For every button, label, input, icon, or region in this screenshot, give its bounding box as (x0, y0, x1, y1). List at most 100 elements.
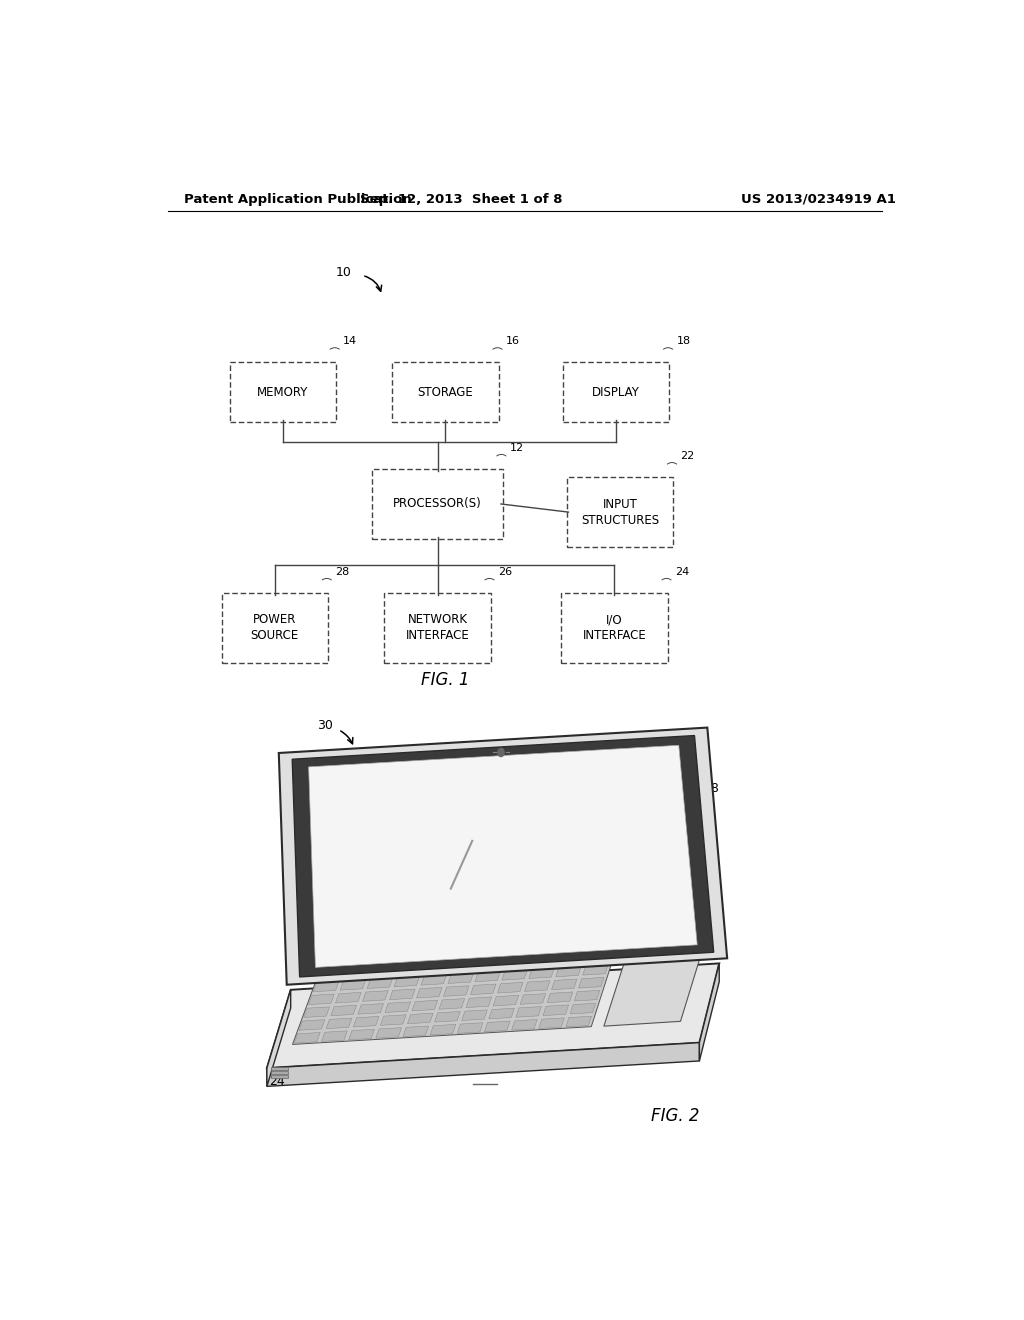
Text: US 2013/0234919 A1: US 2013/0234919 A1 (741, 193, 896, 206)
Polygon shape (417, 987, 442, 998)
Text: Patent Application Publication: Patent Application Publication (183, 193, 412, 206)
Polygon shape (385, 1002, 411, 1012)
Polygon shape (270, 1071, 289, 1074)
Polygon shape (340, 979, 366, 990)
Polygon shape (292, 735, 714, 977)
Polygon shape (353, 1016, 379, 1027)
Polygon shape (348, 1030, 375, 1040)
Polygon shape (389, 989, 415, 999)
Polygon shape (304, 1007, 330, 1018)
Text: 22: 22 (655, 981, 672, 993)
Text: 16: 16 (506, 335, 520, 346)
Polygon shape (494, 995, 519, 1006)
Polygon shape (516, 1007, 542, 1018)
Text: 32: 32 (668, 954, 683, 968)
Polygon shape (488, 1008, 514, 1019)
Circle shape (498, 748, 504, 756)
Text: 10: 10 (336, 265, 352, 279)
Polygon shape (408, 1014, 433, 1024)
Text: 24: 24 (675, 566, 689, 577)
Polygon shape (313, 981, 339, 991)
Polygon shape (380, 1015, 407, 1026)
Text: 18: 18 (703, 781, 719, 795)
Polygon shape (267, 964, 719, 1068)
Text: Sep. 12, 2013  Sheet 1 of 8: Sep. 12, 2013 Sheet 1 of 8 (360, 193, 562, 206)
Polygon shape (458, 1023, 483, 1034)
Polygon shape (322, 1031, 347, 1041)
Polygon shape (394, 977, 420, 987)
Polygon shape (502, 969, 527, 981)
Text: POWER
SOURCE: POWER SOURCE (251, 614, 299, 643)
Text: 14: 14 (343, 335, 357, 346)
Polygon shape (362, 991, 388, 1002)
Polygon shape (308, 746, 697, 968)
Polygon shape (604, 956, 700, 1026)
FancyBboxPatch shape (563, 362, 670, 422)
Polygon shape (376, 1028, 401, 1039)
Polygon shape (528, 968, 554, 978)
Polygon shape (579, 977, 604, 989)
FancyBboxPatch shape (229, 362, 336, 422)
Polygon shape (434, 1011, 460, 1022)
Polygon shape (299, 1019, 325, 1031)
FancyBboxPatch shape (373, 469, 503, 539)
Polygon shape (293, 962, 612, 1044)
FancyBboxPatch shape (221, 593, 328, 663)
Text: 26: 26 (498, 566, 512, 577)
Polygon shape (556, 966, 582, 977)
Polygon shape (336, 993, 361, 1003)
Polygon shape (498, 982, 523, 993)
Text: MEMORY: MEMORY (257, 385, 308, 399)
Polygon shape (552, 979, 577, 990)
Text: STORAGE: STORAGE (418, 385, 473, 399)
Text: 12: 12 (510, 442, 524, 453)
Polygon shape (583, 965, 608, 975)
Polygon shape (466, 997, 492, 1007)
Text: NETWORK
INTERFACE: NETWORK INTERFACE (406, 614, 469, 643)
Polygon shape (512, 1019, 538, 1030)
Polygon shape (484, 1022, 510, 1032)
Polygon shape (570, 1003, 596, 1014)
Polygon shape (279, 727, 727, 985)
Polygon shape (543, 1005, 568, 1015)
Polygon shape (357, 1003, 384, 1014)
Text: I/O
INTERFACE: I/O INTERFACE (583, 614, 646, 643)
Polygon shape (270, 1076, 289, 1078)
Text: 30: 30 (316, 719, 333, 733)
Text: DISPLAY: DISPLAY (592, 385, 640, 399)
Text: INPUT
STRUCTURES: INPUT STRUCTURES (581, 498, 659, 527)
FancyBboxPatch shape (384, 593, 490, 663)
Text: 24: 24 (269, 1074, 285, 1088)
Polygon shape (447, 973, 473, 983)
Polygon shape (430, 1024, 456, 1035)
Polygon shape (547, 991, 572, 1003)
Polygon shape (574, 990, 600, 1001)
Text: 18: 18 (677, 335, 690, 346)
Text: FIG. 2: FIG. 2 (651, 1107, 699, 1125)
Polygon shape (421, 974, 446, 985)
Polygon shape (267, 990, 291, 1086)
Polygon shape (267, 1043, 699, 1086)
Polygon shape (475, 972, 501, 982)
Polygon shape (308, 994, 334, 1005)
Polygon shape (331, 1006, 356, 1016)
Text: 22: 22 (680, 450, 694, 461)
Polygon shape (439, 999, 465, 1010)
Polygon shape (524, 981, 550, 991)
Polygon shape (443, 986, 469, 997)
Polygon shape (699, 964, 719, 1061)
FancyBboxPatch shape (561, 593, 668, 663)
Text: 22: 22 (618, 932, 634, 945)
FancyBboxPatch shape (567, 477, 673, 548)
Text: 28: 28 (335, 566, 349, 577)
Polygon shape (520, 994, 546, 1005)
Polygon shape (412, 1001, 437, 1011)
Polygon shape (462, 1010, 487, 1020)
FancyBboxPatch shape (392, 362, 499, 422)
Text: FIG. 1: FIG. 1 (421, 671, 470, 689)
Polygon shape (539, 1018, 564, 1028)
Polygon shape (402, 1026, 429, 1036)
Polygon shape (470, 983, 496, 995)
Polygon shape (367, 978, 393, 989)
Polygon shape (270, 1067, 289, 1071)
